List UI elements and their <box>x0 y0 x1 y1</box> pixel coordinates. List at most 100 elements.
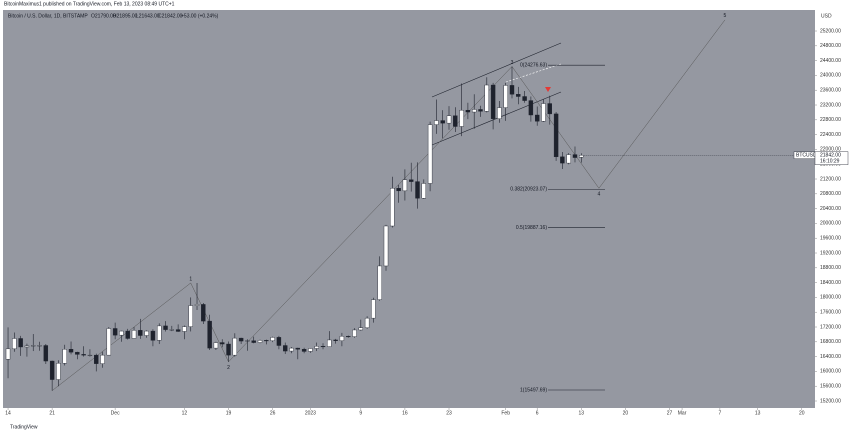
candle-body <box>478 109 483 112</box>
candle-body <box>207 320 212 349</box>
candle-body <box>534 114 540 122</box>
candle-body <box>119 330 124 336</box>
y-tick-label: 25200.00 <box>820 28 841 34</box>
candle-body <box>12 338 17 350</box>
y-tick-label: 18800.00 <box>820 265 841 271</box>
candle-body <box>484 84 489 112</box>
x-tick-label: 7 <box>718 410 721 416</box>
candle-body <box>434 120 439 125</box>
candle-body <box>465 109 471 113</box>
candle-body <box>169 329 175 331</box>
y-tick-label: 17200.00 <box>820 324 841 330</box>
y-tick-label: 21200.00 <box>820 176 841 182</box>
y-tick-label: 18400.00 <box>820 280 841 286</box>
candle-body <box>112 328 118 336</box>
currency: USD <box>821 13 832 19</box>
y-tick-label: 19600.00 <box>820 236 841 242</box>
y-tick-label: 24000.00 <box>820 73 841 79</box>
candle-body <box>314 346 319 349</box>
x-tick-label: 26 <box>270 410 276 416</box>
candle-body <box>283 345 288 352</box>
y-tick-label: 20800.00 <box>820 191 841 197</box>
candle-body <box>194 304 200 306</box>
x-tick-label: 23 <box>446 410 452 416</box>
y-tick-label: 22800.00 <box>820 117 841 123</box>
candle-body <box>182 326 187 332</box>
candle-body <box>415 181 420 199</box>
candle-body <box>125 330 130 339</box>
candle-body <box>232 337 238 356</box>
candle-body <box>377 265 382 300</box>
wave-label: 4 <box>598 192 601 198</box>
wave-path <box>51 19 726 391</box>
candle-body <box>522 96 527 101</box>
y-tick-label: 15200.00 <box>820 398 841 404</box>
y-tick-label: 16800.00 <box>820 339 841 345</box>
candle-body <box>541 103 546 122</box>
candle-body <box>572 154 578 158</box>
candle-body <box>320 346 326 348</box>
candle-body <box>270 337 275 341</box>
candle-body <box>68 349 74 353</box>
candle-body <box>446 115 452 124</box>
candle-body <box>566 154 571 164</box>
y-tick-label: 20400.00 <box>820 206 841 212</box>
candle-body <box>528 100 534 116</box>
y-tick-label: 20000.00 <box>820 221 841 227</box>
last-price: 21842.00 <box>820 153 841 159</box>
wave-label: 5 <box>724 13 727 19</box>
candle-body <box>427 124 433 184</box>
candle-body <box>402 179 408 192</box>
x-tick-label: 21 <box>49 410 55 416</box>
published-note: BitcoinMaximus1 published on TradingView… <box>4 1 175 7</box>
x-tick-label: Feb <box>501 410 510 416</box>
candle-body <box>327 339 332 347</box>
candle-body <box>364 317 370 328</box>
candle-body <box>383 225 389 267</box>
y-tick-label: 22400.00 <box>820 132 841 138</box>
legend-low: L21643.00 <box>136 13 160 19</box>
candle-body <box>87 354 93 356</box>
candle-body <box>188 305 193 327</box>
x-tick-label: 6 <box>536 410 539 416</box>
candle-body <box>238 337 244 342</box>
candle-body <box>295 347 301 350</box>
marker <box>545 87 551 92</box>
y-tick-label: 17600.00 <box>820 310 841 316</box>
candle-body <box>264 340 269 342</box>
candle-body <box>24 345 30 348</box>
y-tick-label: 24400.00 <box>820 58 841 64</box>
candle-body <box>226 343 231 356</box>
candle-body <box>245 340 250 342</box>
candle-body <box>175 329 181 332</box>
x-tick-label: 19 <box>226 410 232 416</box>
candle-body <box>560 156 565 164</box>
candle-body <box>346 336 351 338</box>
candle-body <box>509 85 515 95</box>
candle-body <box>100 354 105 364</box>
plot-area <box>3 10 815 408</box>
candle-body <box>390 188 395 227</box>
candle-body <box>579 155 584 158</box>
x-tick-label: 12 <box>182 410 188 416</box>
candle-body <box>251 340 256 343</box>
x-tick-label: 20 <box>799 410 805 416</box>
y-tick-label: 23200.00 <box>820 102 841 108</box>
candle-body <box>94 354 99 364</box>
candle-body <box>440 120 445 124</box>
candle-body <box>138 330 143 336</box>
candle-body <box>547 103 552 115</box>
candle-body <box>49 360 55 380</box>
candle-body <box>131 330 137 339</box>
candle-body <box>421 183 427 199</box>
y-tick-label: 15600.00 <box>820 384 841 390</box>
candle-body <box>301 349 307 352</box>
wave-label: 2 <box>227 365 230 371</box>
x-tick-label: 27 <box>667 410 673 416</box>
ticker: BTCUSD <box>796 153 817 159</box>
candle-body <box>396 188 401 192</box>
candle-body <box>358 327 364 331</box>
wave-label: 3 <box>511 60 514 66</box>
channel-top <box>431 42 562 98</box>
